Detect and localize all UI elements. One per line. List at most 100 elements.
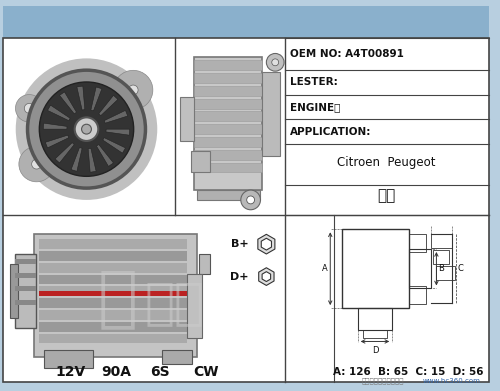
Text: ENGINE：: ENGINE： bbox=[290, 102, 341, 112]
Bar bbox=[40, 287, 187, 296]
Circle shape bbox=[40, 82, 134, 176]
Bar bbox=[10, 264, 18, 318]
Polygon shape bbox=[258, 268, 274, 285]
Bar bbox=[44, 350, 94, 368]
Bar bbox=[409, 234, 426, 252]
Bar bbox=[194, 57, 262, 190]
Bar bbox=[409, 249, 430, 289]
Text: D: D bbox=[372, 346, 378, 355]
Polygon shape bbox=[103, 138, 126, 153]
Text: APPLICATION:: APPLICATION: bbox=[290, 127, 372, 136]
Polygon shape bbox=[46, 135, 69, 148]
Circle shape bbox=[19, 146, 55, 182]
Bar bbox=[434, 250, 449, 264]
Polygon shape bbox=[96, 145, 114, 167]
Bar bbox=[342, 230, 409, 308]
Circle shape bbox=[74, 117, 98, 141]
Circle shape bbox=[266, 54, 284, 71]
Bar bbox=[190, 151, 210, 172]
Bar bbox=[40, 291, 187, 296]
Circle shape bbox=[246, 196, 254, 204]
Polygon shape bbox=[104, 110, 128, 123]
Bar bbox=[198, 254, 210, 274]
Text: OEM NO: A4T00891: OEM NO: A4T00891 bbox=[290, 49, 404, 59]
Text: Citroen  Peugeot: Citroen Peugeot bbox=[337, 156, 436, 169]
Bar bbox=[358, 308, 392, 330]
Bar bbox=[40, 298, 187, 308]
Polygon shape bbox=[43, 123, 67, 129]
Text: www.hc360.com: www.hc360.com bbox=[423, 378, 481, 384]
Polygon shape bbox=[77, 86, 85, 110]
Polygon shape bbox=[48, 105, 70, 121]
Circle shape bbox=[16, 58, 158, 200]
Text: B+: B+ bbox=[231, 239, 248, 249]
Bar bbox=[40, 274, 187, 284]
Text: 河北久久机电有限公司: 河北久久机电有限公司 bbox=[362, 377, 405, 384]
Bar bbox=[436, 266, 455, 280]
Polygon shape bbox=[258, 234, 275, 254]
Text: 机电: 机电 bbox=[145, 279, 205, 327]
Bar bbox=[40, 334, 187, 343]
Circle shape bbox=[114, 70, 153, 109]
Bar bbox=[40, 239, 187, 249]
Bar bbox=[14, 259, 36, 264]
Text: A: A bbox=[322, 264, 328, 273]
Bar bbox=[196, 190, 260, 200]
Circle shape bbox=[241, 190, 260, 210]
Bar bbox=[180, 97, 194, 141]
Bar bbox=[194, 99, 262, 109]
Circle shape bbox=[28, 70, 146, 188]
Polygon shape bbox=[262, 238, 272, 250]
Bar bbox=[194, 60, 262, 70]
Circle shape bbox=[128, 85, 138, 95]
Text: 12V: 12V bbox=[56, 365, 86, 379]
Circle shape bbox=[272, 59, 278, 66]
Text: A: 126  B: 65  C: 15  D: 56: A: 126 B: 65 C: 15 D: 56 bbox=[332, 367, 483, 377]
Text: LESTER:: LESTER: bbox=[290, 77, 338, 88]
Bar bbox=[34, 234, 196, 357]
Bar bbox=[40, 310, 187, 320]
Bar bbox=[194, 111, 262, 121]
Bar bbox=[14, 300, 36, 305]
Bar bbox=[3, 6, 488, 38]
Polygon shape bbox=[71, 147, 82, 171]
Bar bbox=[40, 251, 187, 261]
Circle shape bbox=[32, 159, 42, 169]
Polygon shape bbox=[106, 129, 130, 135]
Polygon shape bbox=[91, 87, 102, 111]
Bar bbox=[14, 254, 36, 328]
Text: 6S: 6S bbox=[150, 365, 170, 379]
Polygon shape bbox=[262, 272, 270, 282]
Bar bbox=[194, 124, 262, 134]
Bar bbox=[430, 234, 452, 248]
Circle shape bbox=[16, 95, 43, 122]
Bar bbox=[362, 330, 388, 337]
Bar bbox=[3, 38, 488, 382]
Text: B: B bbox=[438, 264, 444, 273]
Bar bbox=[262, 72, 280, 156]
Text: D+: D+ bbox=[230, 272, 248, 282]
Bar bbox=[194, 137, 262, 147]
Bar bbox=[40, 322, 187, 332]
Text: 标致: 标致 bbox=[377, 188, 396, 203]
Circle shape bbox=[82, 124, 92, 134]
Text: C: C bbox=[457, 264, 463, 273]
Bar bbox=[194, 163, 262, 172]
Circle shape bbox=[24, 103, 34, 113]
Bar bbox=[409, 287, 426, 304]
Bar bbox=[14, 273, 36, 278]
Bar bbox=[194, 150, 262, 160]
Text: 90A: 90A bbox=[101, 365, 131, 379]
Bar bbox=[194, 73, 262, 83]
Bar bbox=[162, 350, 192, 364]
Text: 久: 久 bbox=[98, 265, 138, 331]
Polygon shape bbox=[99, 95, 118, 116]
Bar bbox=[40, 263, 187, 273]
Polygon shape bbox=[88, 148, 96, 172]
Bar bbox=[194, 86, 262, 96]
Polygon shape bbox=[55, 143, 74, 163]
Text: CW: CW bbox=[194, 365, 219, 379]
Polygon shape bbox=[60, 92, 76, 114]
Bar bbox=[187, 274, 202, 337]
Bar bbox=[14, 287, 36, 291]
